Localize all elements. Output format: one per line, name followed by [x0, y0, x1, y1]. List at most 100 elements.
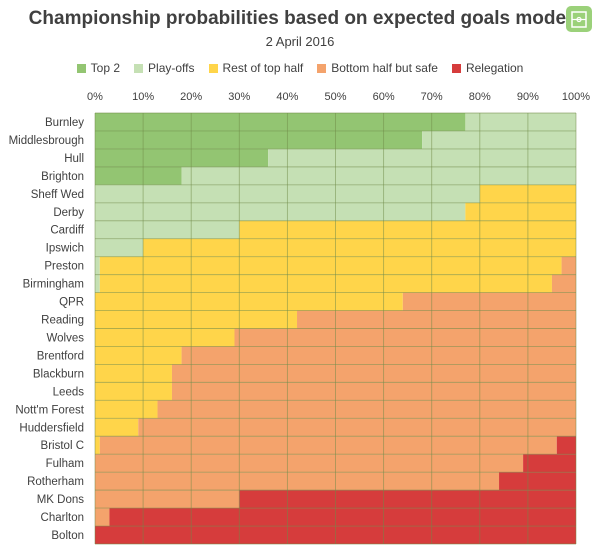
bar-segment [157, 400, 576, 419]
bar-segment [556, 436, 576, 455]
bar-segment [95, 472, 500, 491]
legend-item: Rest of top half [208, 61, 304, 75]
category-label: Derby [53, 207, 84, 219]
legend-label: Top 2 [90, 61, 121, 75]
bar-segment [95, 454, 524, 473]
bar-segment [95, 382, 172, 401]
legend-item: Top 2 [76, 61, 121, 75]
category-label: Huddersfield [19, 422, 84, 434]
x-tick-label: 20% [180, 91, 202, 103]
bar-segment [95, 148, 269, 167]
bar-segment [99, 274, 552, 293]
bar-segment [95, 364, 172, 383]
bar-segment [99, 256, 562, 275]
bar-segment [239, 220, 577, 239]
category-label: Bolton [51, 530, 84, 542]
bar-segment [95, 256, 100, 275]
bar-segment [181, 346, 576, 365]
category-label: Burnley [45, 117, 84, 129]
category-label: Birmingham [23, 279, 84, 291]
category-label: Ipswich [46, 243, 84, 255]
bar-segment [171, 382, 576, 401]
bar-segment [95, 400, 158, 419]
legend-swatch [76, 63, 86, 73]
bar-segment [99, 436, 557, 455]
x-tick-label: 70% [421, 91, 443, 103]
category-label: Fulham [46, 458, 84, 470]
category-label: Nott'm Forest [15, 404, 84, 416]
category-label: MK Dons [37, 494, 85, 506]
bar-segment [422, 130, 576, 149]
bar-segment [234, 328, 577, 347]
legend-label: Rest of top half [222, 61, 304, 75]
x-tick-label: 10% [132, 91, 154, 103]
category-label: Bristol C [41, 440, 84, 452]
category-label: Cardiff [50, 225, 84, 237]
legend-label: Bottom half but safe [331, 61, 438, 75]
category-label: QPR [59, 297, 84, 309]
category-label: Rotherham [27, 476, 84, 488]
bar-segment [523, 454, 576, 473]
legend-label: Relegation [465, 61, 524, 75]
bar-segment [297, 310, 576, 329]
bar-segment [551, 274, 576, 293]
x-tick-label: 30% [228, 91, 250, 103]
x-tick-label: 60% [373, 91, 395, 103]
bar-segment [95, 310, 298, 329]
chart-subtitle: 2 April 2016 [265, 34, 335, 49]
bar-segment [95, 508, 110, 527]
legend: Top 2 Play-offs Rest of top half Bottom hal… [0, 60, 600, 76]
bar-segment [499, 472, 576, 491]
bar-segment [95, 346, 182, 365]
bar-segment [181, 166, 576, 185]
x-tick-label: 40% [276, 91, 298, 103]
x-tick-label: 80% [469, 91, 491, 103]
legend-swatch [317, 63, 327, 73]
legend-item: Play-offs [134, 61, 195, 75]
category-label: Leeds [53, 386, 85, 398]
category-label: Middlesbrough [9, 135, 84, 147]
bar-segment [95, 436, 100, 455]
category-label: Preston [44, 261, 84, 273]
x-tick-label: 50% [324, 91, 346, 103]
bar-segment [465, 202, 576, 221]
legend-label: Play-offs [148, 61, 195, 75]
bar-segment [95, 238, 144, 257]
bar-segment [171, 364, 576, 383]
bar-segment [95, 490, 240, 509]
bar-segment [95, 202, 466, 221]
category-label: Brentford [37, 350, 84, 362]
bar-segment [95, 328, 235, 347]
bar-segment [268, 148, 576, 167]
bar-segment [465, 113, 576, 131]
legend-swatch [451, 63, 461, 73]
bar-segment [402, 292, 576, 311]
bar-segment [95, 220, 240, 239]
x-tick-label: 0% [87, 91, 103, 103]
category-label: Charlton [41, 512, 84, 524]
bar-segment [109, 508, 577, 527]
x-tick-label: 90% [517, 91, 539, 103]
bar-segment [95, 166, 182, 185]
category-label: Blackburn [33, 368, 84, 380]
category-label: Reading [41, 315, 84, 327]
category-label: Hull [64, 153, 84, 165]
bar-segment [95, 130, 423, 149]
bar-segment [95, 113, 466, 131]
category-label: Sheff Wed [31, 189, 84, 201]
x-tick-label: 100% [562, 91, 590, 103]
bar-segment [561, 256, 576, 275]
bar-segment [239, 490, 577, 509]
legend-item: Relegation [451, 61, 524, 75]
bar-segment [143, 238, 576, 257]
bar-segment [95, 418, 139, 437]
category-label: Wolves [47, 332, 85, 344]
category-label: Brighton [41, 171, 84, 183]
chart-title: Championship probabilities based on expe… [28, 8, 572, 29]
logo-icon [566, 6, 592, 32]
bar-segment [138, 418, 577, 437]
legend-swatch [208, 63, 218, 73]
legend-swatch [134, 63, 144, 73]
bar-segment [95, 292, 403, 311]
